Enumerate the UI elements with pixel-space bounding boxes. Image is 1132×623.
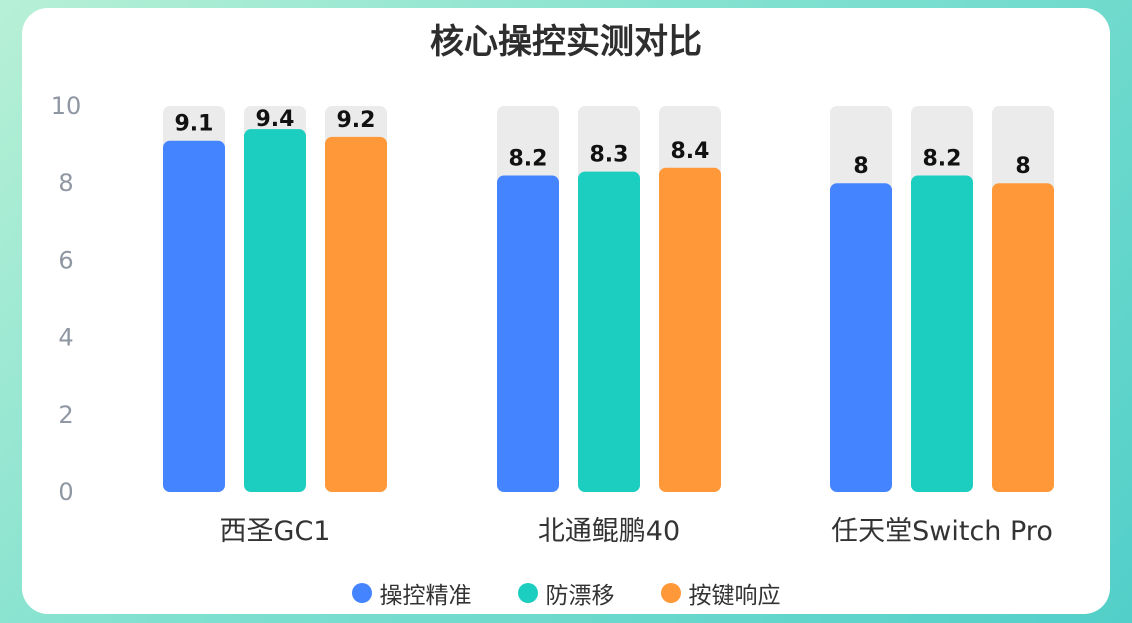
data-label: 9.2 bbox=[337, 108, 376, 133]
y-tick-label: 8 bbox=[58, 169, 73, 197]
x-tick-label: 任天堂Switch Pro bbox=[831, 516, 1053, 547]
legend-item-series-2[interactable]: 按键响应 bbox=[660, 576, 781, 610]
bar bbox=[659, 167, 721, 492]
legend-swatch bbox=[660, 583, 681, 603]
bar bbox=[163, 140, 225, 493]
bar bbox=[578, 171, 640, 492]
legend-item-series-1[interactable]: 防漂移 bbox=[517, 576, 615, 610]
x-tick-label: 北通鲲鹏40 bbox=[538, 516, 680, 547]
bar bbox=[830, 183, 892, 492]
data-label: 8.2 bbox=[923, 146, 962, 171]
data-label: 8 bbox=[853, 154, 868, 179]
data-label: 9.4 bbox=[256, 107, 295, 132]
data-label: 8.2 bbox=[509, 146, 548, 171]
data-label: 8.3 bbox=[590, 143, 629, 168]
legend-label: 操控精准 bbox=[379, 583, 472, 609]
x-tick-label: 西圣GC1 bbox=[220, 516, 331, 547]
y-tick-label: 2 bbox=[58, 401, 73, 429]
legend-swatch bbox=[517, 583, 538, 603]
data-label: 9.1 bbox=[175, 112, 214, 137]
bar bbox=[911, 175, 973, 493]
legend: 操控精准 防漂移 按键响应 bbox=[22, 576, 1110, 610]
data-label: 8 bbox=[1015, 154, 1030, 179]
y-tick-label: 4 bbox=[58, 324, 73, 352]
bar bbox=[325, 136, 387, 492]
legend-label: 防漂移 bbox=[545, 583, 615, 609]
legend-label: 按键响应 bbox=[688, 583, 781, 609]
bar bbox=[244, 129, 306, 492]
chart-card: 核心操控实测对比 0 2 4 6 8 10 9.1 9.4 9.2 西圣GC1 8.2 8.3 8.4 北… bbox=[22, 8, 1110, 614]
chart-title: 核心操控实测对比 bbox=[430, 22, 702, 62]
legend-item-series-0[interactable]: 操控精准 bbox=[351, 576, 472, 610]
y-tick-label: 6 bbox=[58, 246, 73, 274]
bar bbox=[992, 183, 1054, 492]
bar bbox=[497, 175, 559, 493]
legend-swatch bbox=[351, 583, 372, 603]
data-label: 8.4 bbox=[671, 139, 710, 164]
y-tick-label: 0 bbox=[58, 478, 73, 506]
y-tick-label: 10 bbox=[51, 92, 82, 120]
bar-chart: 0 2 4 6 8 10 9.1 9.4 9.2 西圣GC1 8.2 8.3 8.4 北通鲲鹏40 8 8.2… bbox=[51, 92, 1054, 547]
